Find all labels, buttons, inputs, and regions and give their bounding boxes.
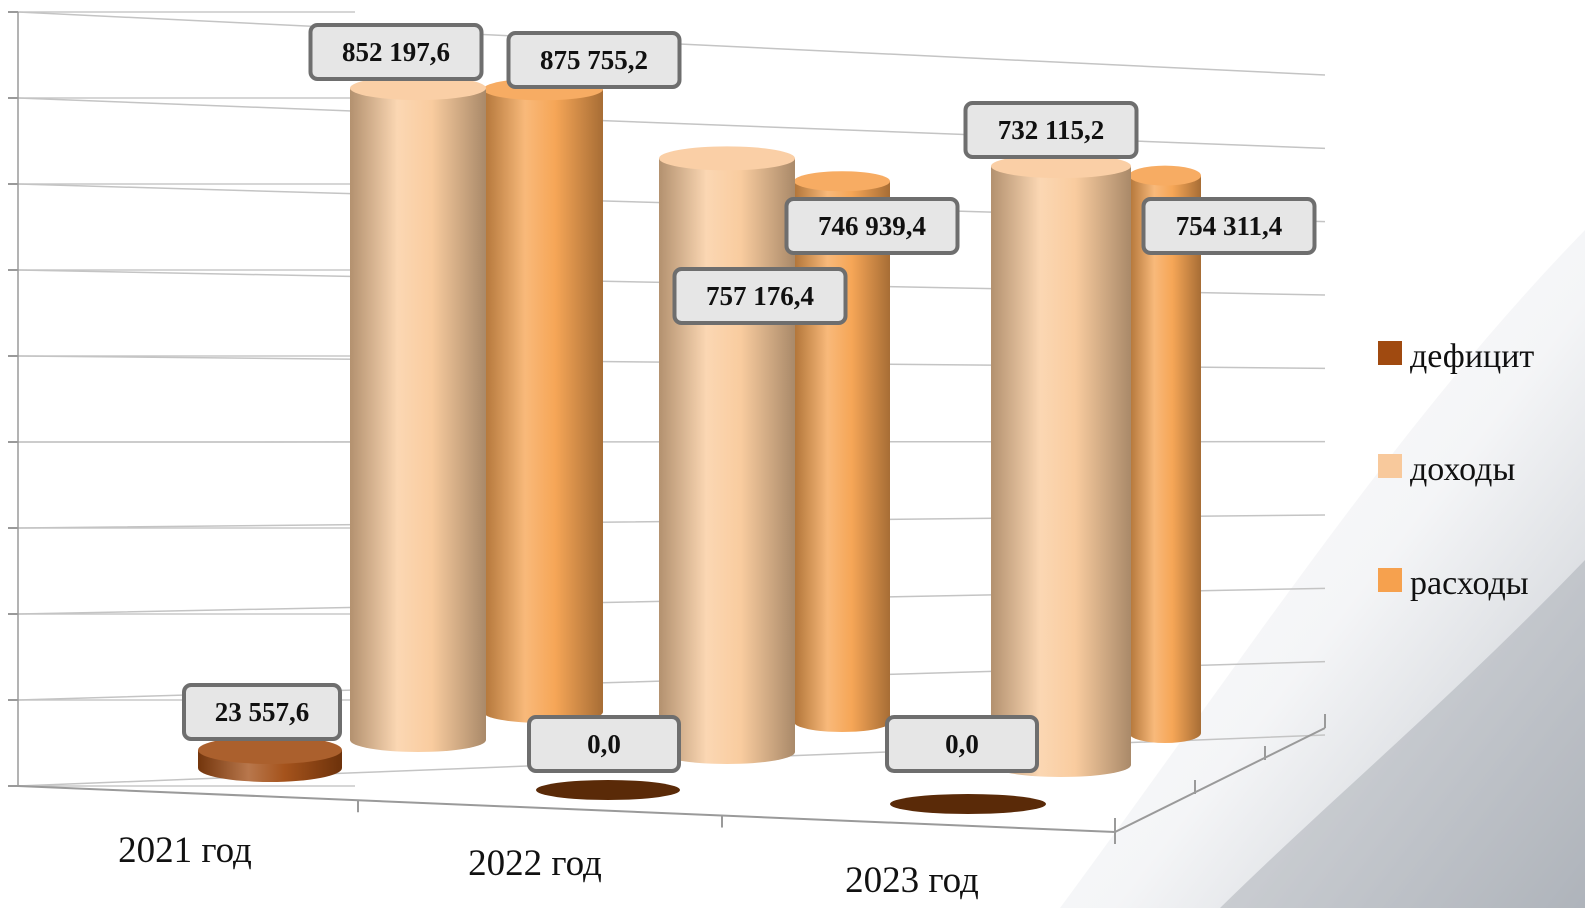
legend-swatch [1378, 568, 1402, 592]
data-label-расходы-3: 754 311,4 [1141, 197, 1317, 255]
svg-text:757 176,4: 757 176,4 [706, 281, 814, 311]
category-label-2: 2022 год [468, 843, 602, 884]
legend-item-расходы: расходы [1378, 565, 1529, 602]
legend-label: доходы [1410, 451, 1515, 488]
category-label-1: 2021 год [118, 830, 252, 871]
legend-swatch [1378, 454, 1402, 478]
svg-text:852 197,6: 852 197,6 [342, 37, 450, 67]
bar-доходы-1 [350, 76, 486, 752]
category-labels: 2021 год 2022 год 2023 год [118, 830, 979, 901]
svg-text:754 311,4: 754 311,4 [1176, 211, 1283, 241]
legend-swatch [1378, 341, 1402, 365]
bar-доходы-2 [659, 146, 795, 764]
svg-text:875 755,2: 875 755,2 [540, 45, 648, 75]
data-label-расходы-1: 875 755,2 [506, 31, 682, 89]
axes [17, 12, 1326, 844]
svg-text:23 557,6: 23 557,6 [215, 697, 310, 727]
data-label-доходы-1: 852 197,6 [308, 23, 484, 81]
svg-text:0,0: 0,0 [587, 729, 621, 759]
data-labels: 875 755,2 852 197,6 23 557,6 746 939,4 757 1… [182, 23, 1317, 773]
data-label-доходы-2: 757 176,4 [672, 267, 848, 325]
data-label-доходы-3: 732 115,2 [963, 101, 1139, 159]
legend: дефицит доходы расходы [1378, 338, 1534, 602]
data-label-дефицит-2: 0,0 [527, 715, 681, 773]
legend-item-доходы: доходы [1378, 451, 1515, 488]
bar-доходы-3 [991, 154, 1131, 777]
legend-label: расходы [1410, 565, 1529, 602]
data-label-расходы-2: 746 939,4 [784, 197, 960, 255]
bar-дефицит-3 [890, 794, 1046, 814]
svg-text:0,0: 0,0 [945, 729, 979, 759]
svg-text:746 939,4: 746 939,4 [818, 211, 926, 241]
category-label-3: 2023 год [845, 860, 979, 901]
data-label-дефицит-1: 23 557,6 [182, 683, 342, 741]
bar-дефицит-2 [536, 780, 680, 800]
legend-item-дефицит: дефицит [1378, 338, 1534, 375]
bar-расходы-2 [794, 171, 890, 732]
data-label-дефицит-3: 0,0 [885, 715, 1039, 773]
legend-label: дефицит [1410, 338, 1534, 375]
bar-расходы-1 [483, 78, 603, 723]
bar-дефицит-1 [198, 736, 342, 782]
bar-расходы-3 [1129, 165, 1201, 744]
svg-text:732 115,2: 732 115,2 [998, 115, 1105, 145]
